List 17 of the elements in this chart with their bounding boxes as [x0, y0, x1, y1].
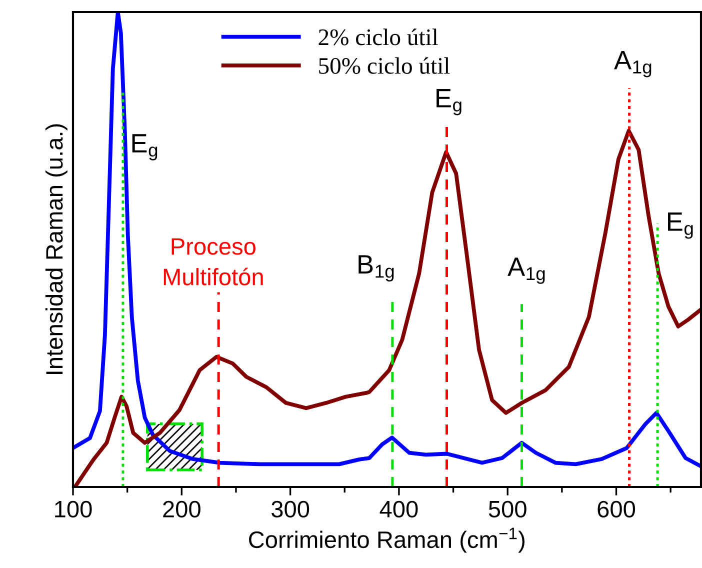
legend-label: 2% ciclo útil — [318, 28, 438, 46]
ref-line-label: Proceso Multifotón — [164, 238, 263, 286]
x-tick-label: 400 — [380, 500, 418, 518]
y-axis-title: Intensidad Raman (u.a.) — [45, 124, 68, 374]
ref-line-label: E$_{g}$ — [436, 89, 462, 116]
x-tick-label: 500 — [488, 500, 526, 518]
ref-line-label: A$_{1g}$ — [508, 258, 545, 284]
ref-line-label: B$_{1g}$ — [358, 255, 394, 282]
x-tick-label: 600 — [598, 500, 636, 518]
x-tick-label: 100 — [55, 500, 92, 518]
ref-line-label: A$_{1g}$ — [614, 51, 652, 78]
x-tick-label: 300 — [272, 500, 310, 518]
ref-line-label: E$_{g}$ — [668, 212, 693, 239]
x-axis-title: Corrimiento Raman (cm$^{−1}$) — [249, 528, 524, 553]
legend-label: 50% ciclo útil — [319, 57, 450, 74]
x-tick-label: 200 — [163, 500, 200, 518]
ref-line-label: E$_{g}$ — [132, 134, 158, 160]
